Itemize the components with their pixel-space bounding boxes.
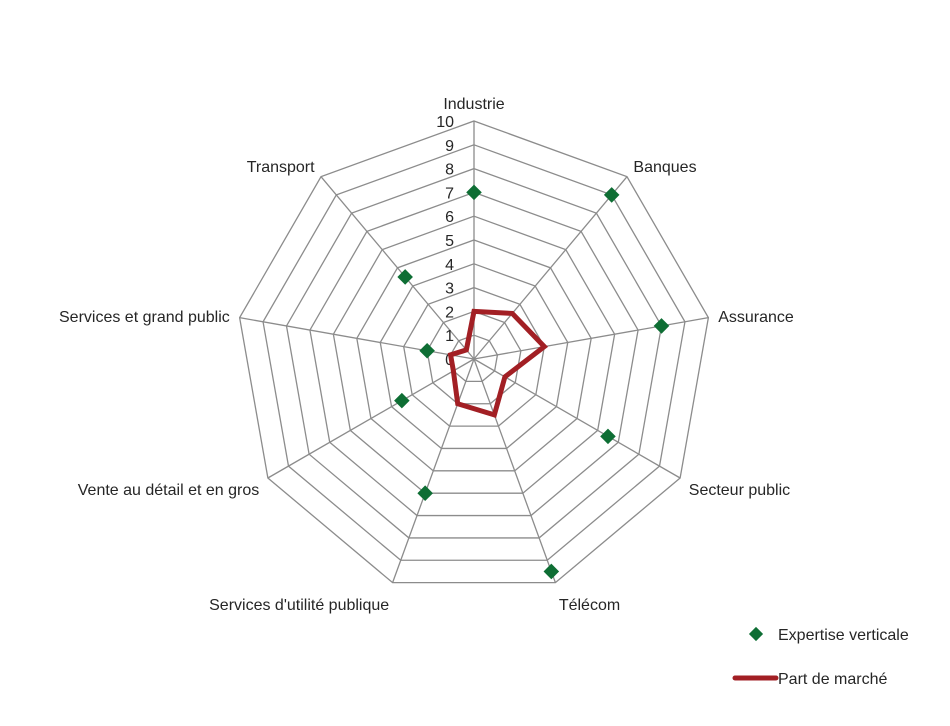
grid-ring [332,215,616,494]
grid-spoke [473,176,628,360]
tick-label: 2 [445,304,454,321]
tick-label: 8 [445,162,454,179]
grid-ring [449,334,499,383]
legend-item-expertise: Expertise verticale [748,626,909,644]
grid-spoke [473,317,709,360]
legend-label-expertise: Expertise verticale [778,627,909,644]
data-point-expertise [419,342,435,359]
grid-spoke [473,358,557,583]
grid-ring [309,191,639,517]
category-label: Services d'utilité publique [209,597,389,614]
tick-label: 3 [445,281,454,298]
grid-spoke [320,176,475,360]
tick-label: 10 [436,114,454,131]
grid-ring [403,286,545,427]
category-labels: Industrie Banques Assurance Secteur public T… [59,96,794,614]
data-point-expertise [417,485,433,501]
legend: Expertise verticale Part de marché [732,626,909,688]
grid-ring [356,239,592,472]
tick-label: 4 [445,257,454,274]
data-point-expertise [600,428,616,445]
grid-ring [262,144,686,561]
data-point-expertise [397,269,413,285]
category-label: Banques [633,159,696,176]
data-point-expertise [543,563,560,580]
grid-ring [426,310,522,405]
tick-label: 6 [445,209,454,226]
grid-spoke [473,358,681,479]
category-label: Télécom [559,597,620,614]
category-label: Services et grand public [59,309,230,326]
data-point-expertise [653,318,670,334]
legend-marker-diamond [748,626,764,642]
data-point-expertise [603,187,620,203]
grid-spoke [239,317,475,360]
legend-item-part: Part de marché [732,671,887,688]
category-label: Transport [247,159,315,176]
grid-ring [285,167,663,539]
category-label: Secteur public [689,482,790,499]
category-label: Vente au détail et en gros [78,482,259,499]
grid-spoke [391,358,475,583]
data-point-expertise [394,392,410,409]
tick-label: 7 [445,185,454,202]
data-point-expertise [466,184,482,201]
legend-label-part: Part de marché [778,671,887,688]
grid-ring [238,120,710,584]
tick-label: 5 [445,233,454,250]
series-line-part-de-marche [447,308,549,419]
grid-ring [379,263,569,450]
category-label: Industrie [443,96,504,113]
grid-spoke [267,358,475,479]
tick-label: 1 [445,328,454,345]
tick-label: 9 [445,138,454,155]
category-label: Assurance [718,309,794,326]
